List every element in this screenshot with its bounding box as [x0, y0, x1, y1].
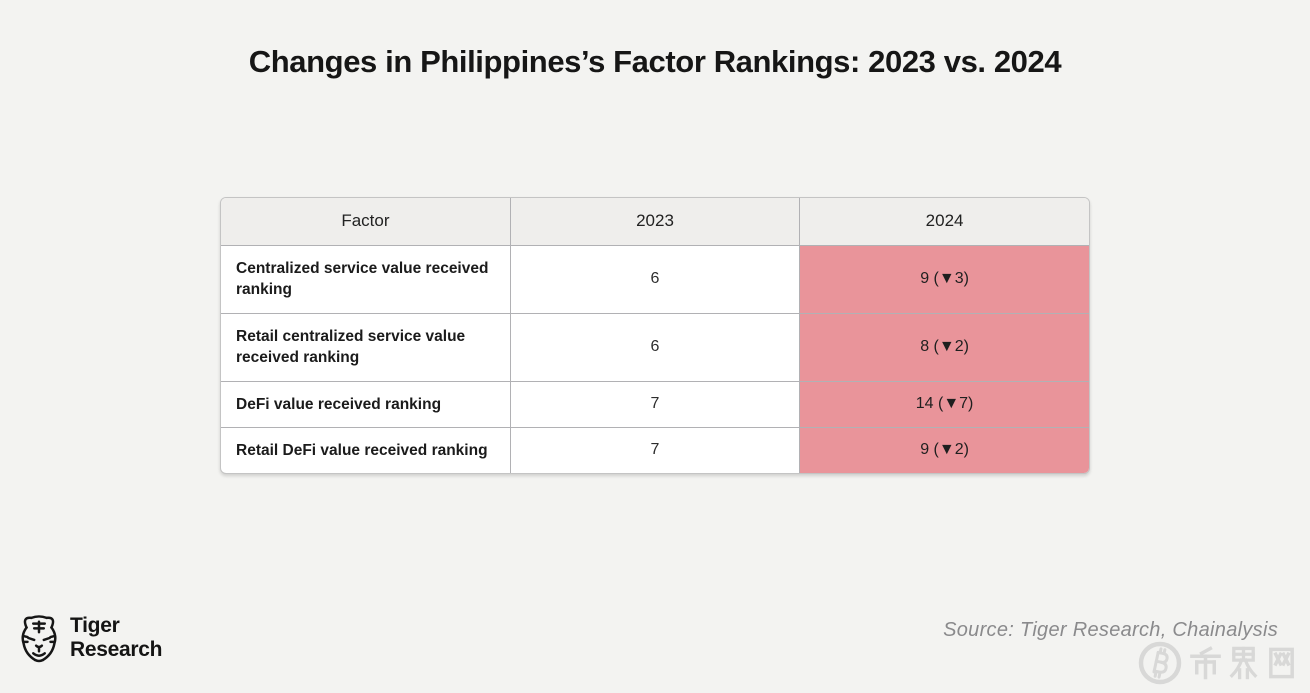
factor-cell: DeFi value received ranking — [221, 380, 511, 428]
bitcoin-coin-icon — [1138, 641, 1182, 685]
page-title: Changes in Philippines’s Factor Rankings… — [248, 44, 1062, 79]
cjk-glyph-jie-icon — [1229, 646, 1258, 680]
table-row: Retail centralized service value receive… — [221, 312, 1089, 382]
cjk-glyph-wang-icon — [1269, 647, 1294, 679]
table-row: Centralized service value received ranki… — [221, 244, 1089, 314]
brand-name: Tiger Research — [70, 614, 162, 662]
value-2024-cell: 8 (▼2) — [799, 312, 1089, 382]
factor-cell: Retail DeFi value received ranking — [221, 426, 511, 473]
table-header-row: Factor 2023 2024 — [221, 198, 1089, 246]
value-2023-cell: 7 — [509, 426, 801, 473]
cjk-glyph-bi-icon — [1190, 646, 1221, 680]
column-header-2024: 2024 — [799, 198, 1089, 246]
value-2024-cell: 14 (▼7) — [799, 380, 1089, 428]
value-2023-cell: 6 — [509, 244, 801, 314]
brand-line-2: Research — [70, 638, 163, 661]
column-header-2023: 2023 — [509, 198, 801, 246]
tiger-face-icon — [21, 615, 57, 663]
watermark — [1136, 639, 1298, 687]
table-row: Retail DeFi value received ranking 7 9 (… — [221, 426, 1089, 473]
column-header-factor: Factor — [221, 198, 511, 246]
value-2023-cell: 7 — [509, 380, 801, 428]
value-2024-cell: 9 (▼3) — [799, 244, 1089, 314]
brand-line-1: Tiger — [70, 614, 120, 637]
tiger-research-brand: Tiger Research — [16, 610, 162, 666]
value-2024-cell: 9 (▼2) — [799, 426, 1089, 473]
rankings-table: Factor 2023 2024 Centralized service val… — [220, 197, 1090, 474]
factor-cell: Retail centralized service value receive… — [221, 312, 511, 382]
source-credit: Source: Tiger Research, Chainalysis — [943, 619, 1278, 641]
table-row: DeFi value received ranking 7 14 (▼7) — [221, 380, 1089, 428]
factor-cell: Centralized service value received ranki… — [221, 244, 511, 314]
value-2023-cell: 6 — [509, 312, 801, 382]
